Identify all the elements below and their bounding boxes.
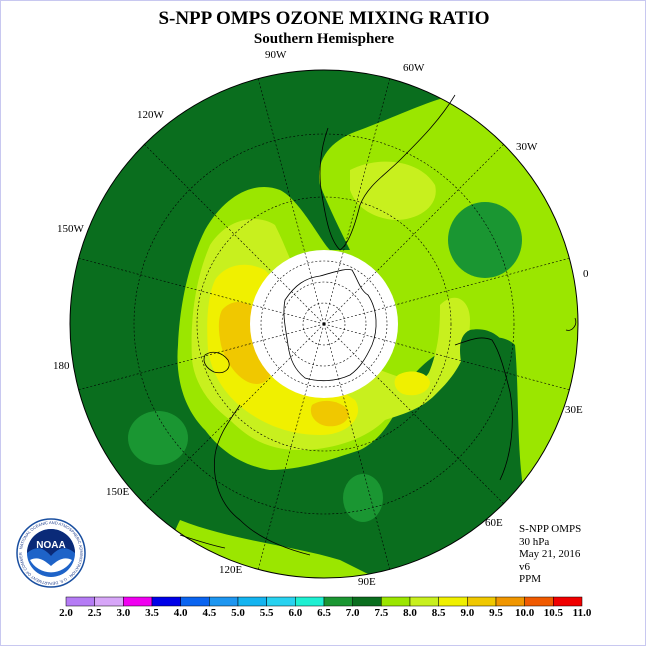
colorbar-tick-label: 8.5 — [431, 607, 446, 619]
map-boundary — [69, 69, 579, 579]
colorbar-tick-label: 10.5 — [543, 607, 563, 619]
colorbar-tick-label: 5.0 — [231, 607, 245, 619]
colorbar-tick-label: 2.0 — [59, 607, 73, 619]
colorbar-tick-label: 3.5 — [145, 607, 159, 619]
lon-label-90w: 90W — [265, 49, 287, 61]
coastlines — [179, 94, 577, 556]
colorbar-tick-label: 8.0 — [403, 607, 417, 619]
contour-8-0-north — [350, 161, 436, 220]
contour-6-5-east — [448, 202, 522, 278]
colorbar-tick-label: 9.0 — [460, 607, 475, 619]
contour-8-5-east — [394, 371, 430, 396]
colorbar-tick-label: 7.0 — [345, 607, 360, 619]
colorbar-tick-label: 9.5 — [489, 607, 503, 619]
map-subtitle: Southern Hemisphere — [253, 31, 395, 47]
colorbar-tick-label: 5.5 — [259, 607, 274, 619]
colorbar-tick-label: 4.0 — [173, 607, 188, 619]
info-instrument: S-NPP OMPS — [519, 523, 582, 535]
colorbar-tick-label: 11.0 — [572, 607, 592, 619]
colorbar-tick-label: 3.0 — [116, 607, 131, 619]
info-block: S-NPP OMPS 30 hPa May 21, 2016 v6 PPM — [519, 523, 581, 586]
contour-6-5-southwest — [128, 411, 188, 465]
latitude-circles — [133, 133, 515, 515]
colorbar-tick-label: 6.0 — [288, 607, 303, 619]
colorbar-tick-label: 2.5 — [87, 607, 102, 619]
map-title: S-NPP OMPS OZONE MIXING RATIO — [158, 8, 490, 29]
lon-label-90e: 90E — [358, 576, 376, 588]
info-date: May 21, 2016 — [519, 548, 581, 560]
info-units: PPM — [519, 573, 542, 585]
contour-6-5-south — [343, 474, 383, 522]
lon-label-60e: 60E — [485, 517, 503, 529]
lon-label-150e: 150E — [106, 486, 130, 498]
lon-label-30e: 30E — [565, 404, 583, 416]
contour-7-0-tongue — [460, 329, 515, 500]
contour-9-0-south — [310, 400, 349, 427]
lon-label-120w: 120W — [137, 109, 164, 121]
colorbar-tick-label: 10.0 — [515, 607, 535, 619]
lon-label-150w: 150W — [57, 223, 84, 235]
colorbar-tick-label: 7.5 — [374, 607, 389, 619]
info-level: 30 hPa — [519, 535, 550, 548]
lon-label-0: 0 — [583, 268, 589, 280]
lon-label-120e: 120E — [219, 564, 243, 576]
lon-label-180: 180 — [53, 360, 70, 372]
lon-label-60w: 60W — [403, 62, 425, 74]
colorbar-tick-label: 4.5 — [202, 607, 217, 619]
lon-label-30w: 30W — [516, 141, 538, 153]
info-version: v6 — [519, 560, 530, 573]
colorbar-tick-label: 6.5 — [317, 607, 331, 619]
